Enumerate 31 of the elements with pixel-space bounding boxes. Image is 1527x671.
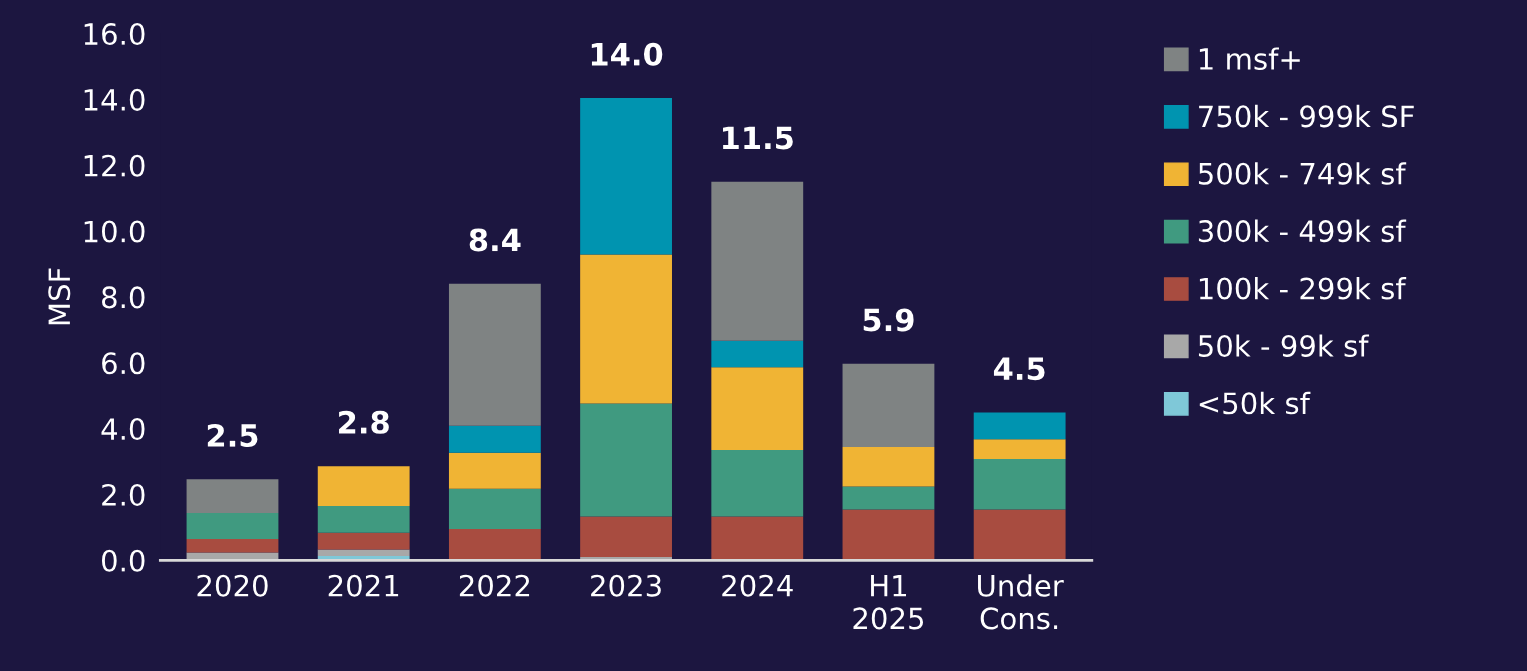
x-tick-label: 2023 <box>591 574 661 597</box>
legend-label: 300k - 499k sf <box>1198 219 1407 243</box>
y-tick-label: 12.0 <box>84 154 145 177</box>
y-tick-label: 8.0 <box>102 286 145 309</box>
x-tick-label: 2021 <box>328 574 399 597</box>
total-label: 5.9 <box>863 308 914 332</box>
y-tick-label: 6.0 <box>102 352 145 375</box>
total-label: 14.0 <box>591 42 663 66</box>
x-tick-label: 2022 <box>459 574 530 597</box>
y-axis-title: MSF <box>48 268 71 325</box>
x-tick-label: 2024 <box>722 574 793 597</box>
x-tick-label: 2020 <box>197 574 268 597</box>
x-tick-label: H1 2025 <box>853 575 924 630</box>
y-tick-label: 0.0 <box>101 549 145 572</box>
legend-label: 100k - 299k sf <box>1199 276 1407 300</box>
legend-label: <50k sf <box>1199 391 1311 415</box>
y-tick-label: 2.0 <box>102 483 145 506</box>
legend-label: 50k - 99k sf <box>1198 334 1370 357</box>
y-tick-label: 4.0 <box>101 418 145 441</box>
total-label: 2.8 <box>339 410 389 434</box>
y-tick-label: 16.0 <box>84 22 145 46</box>
total-label: 8.4 <box>469 228 521 252</box>
total-label: 11.5 <box>723 126 793 150</box>
y-tick-label: 10.0 <box>84 220 145 243</box>
legend-label: 750k - 999k SF <box>1199 104 1414 128</box>
total-label: 2.5 <box>207 423 258 448</box>
legend-label: 500k - 749k sf <box>1198 162 1407 185</box>
total-label: 4.5 <box>993 357 1045 381</box>
legend-label: 1 msf+ <box>1199 47 1300 70</box>
x-tick-label: Under Cons. <box>978 574 1064 630</box>
y-tick-label: 14.0 <box>84 88 145 111</box>
